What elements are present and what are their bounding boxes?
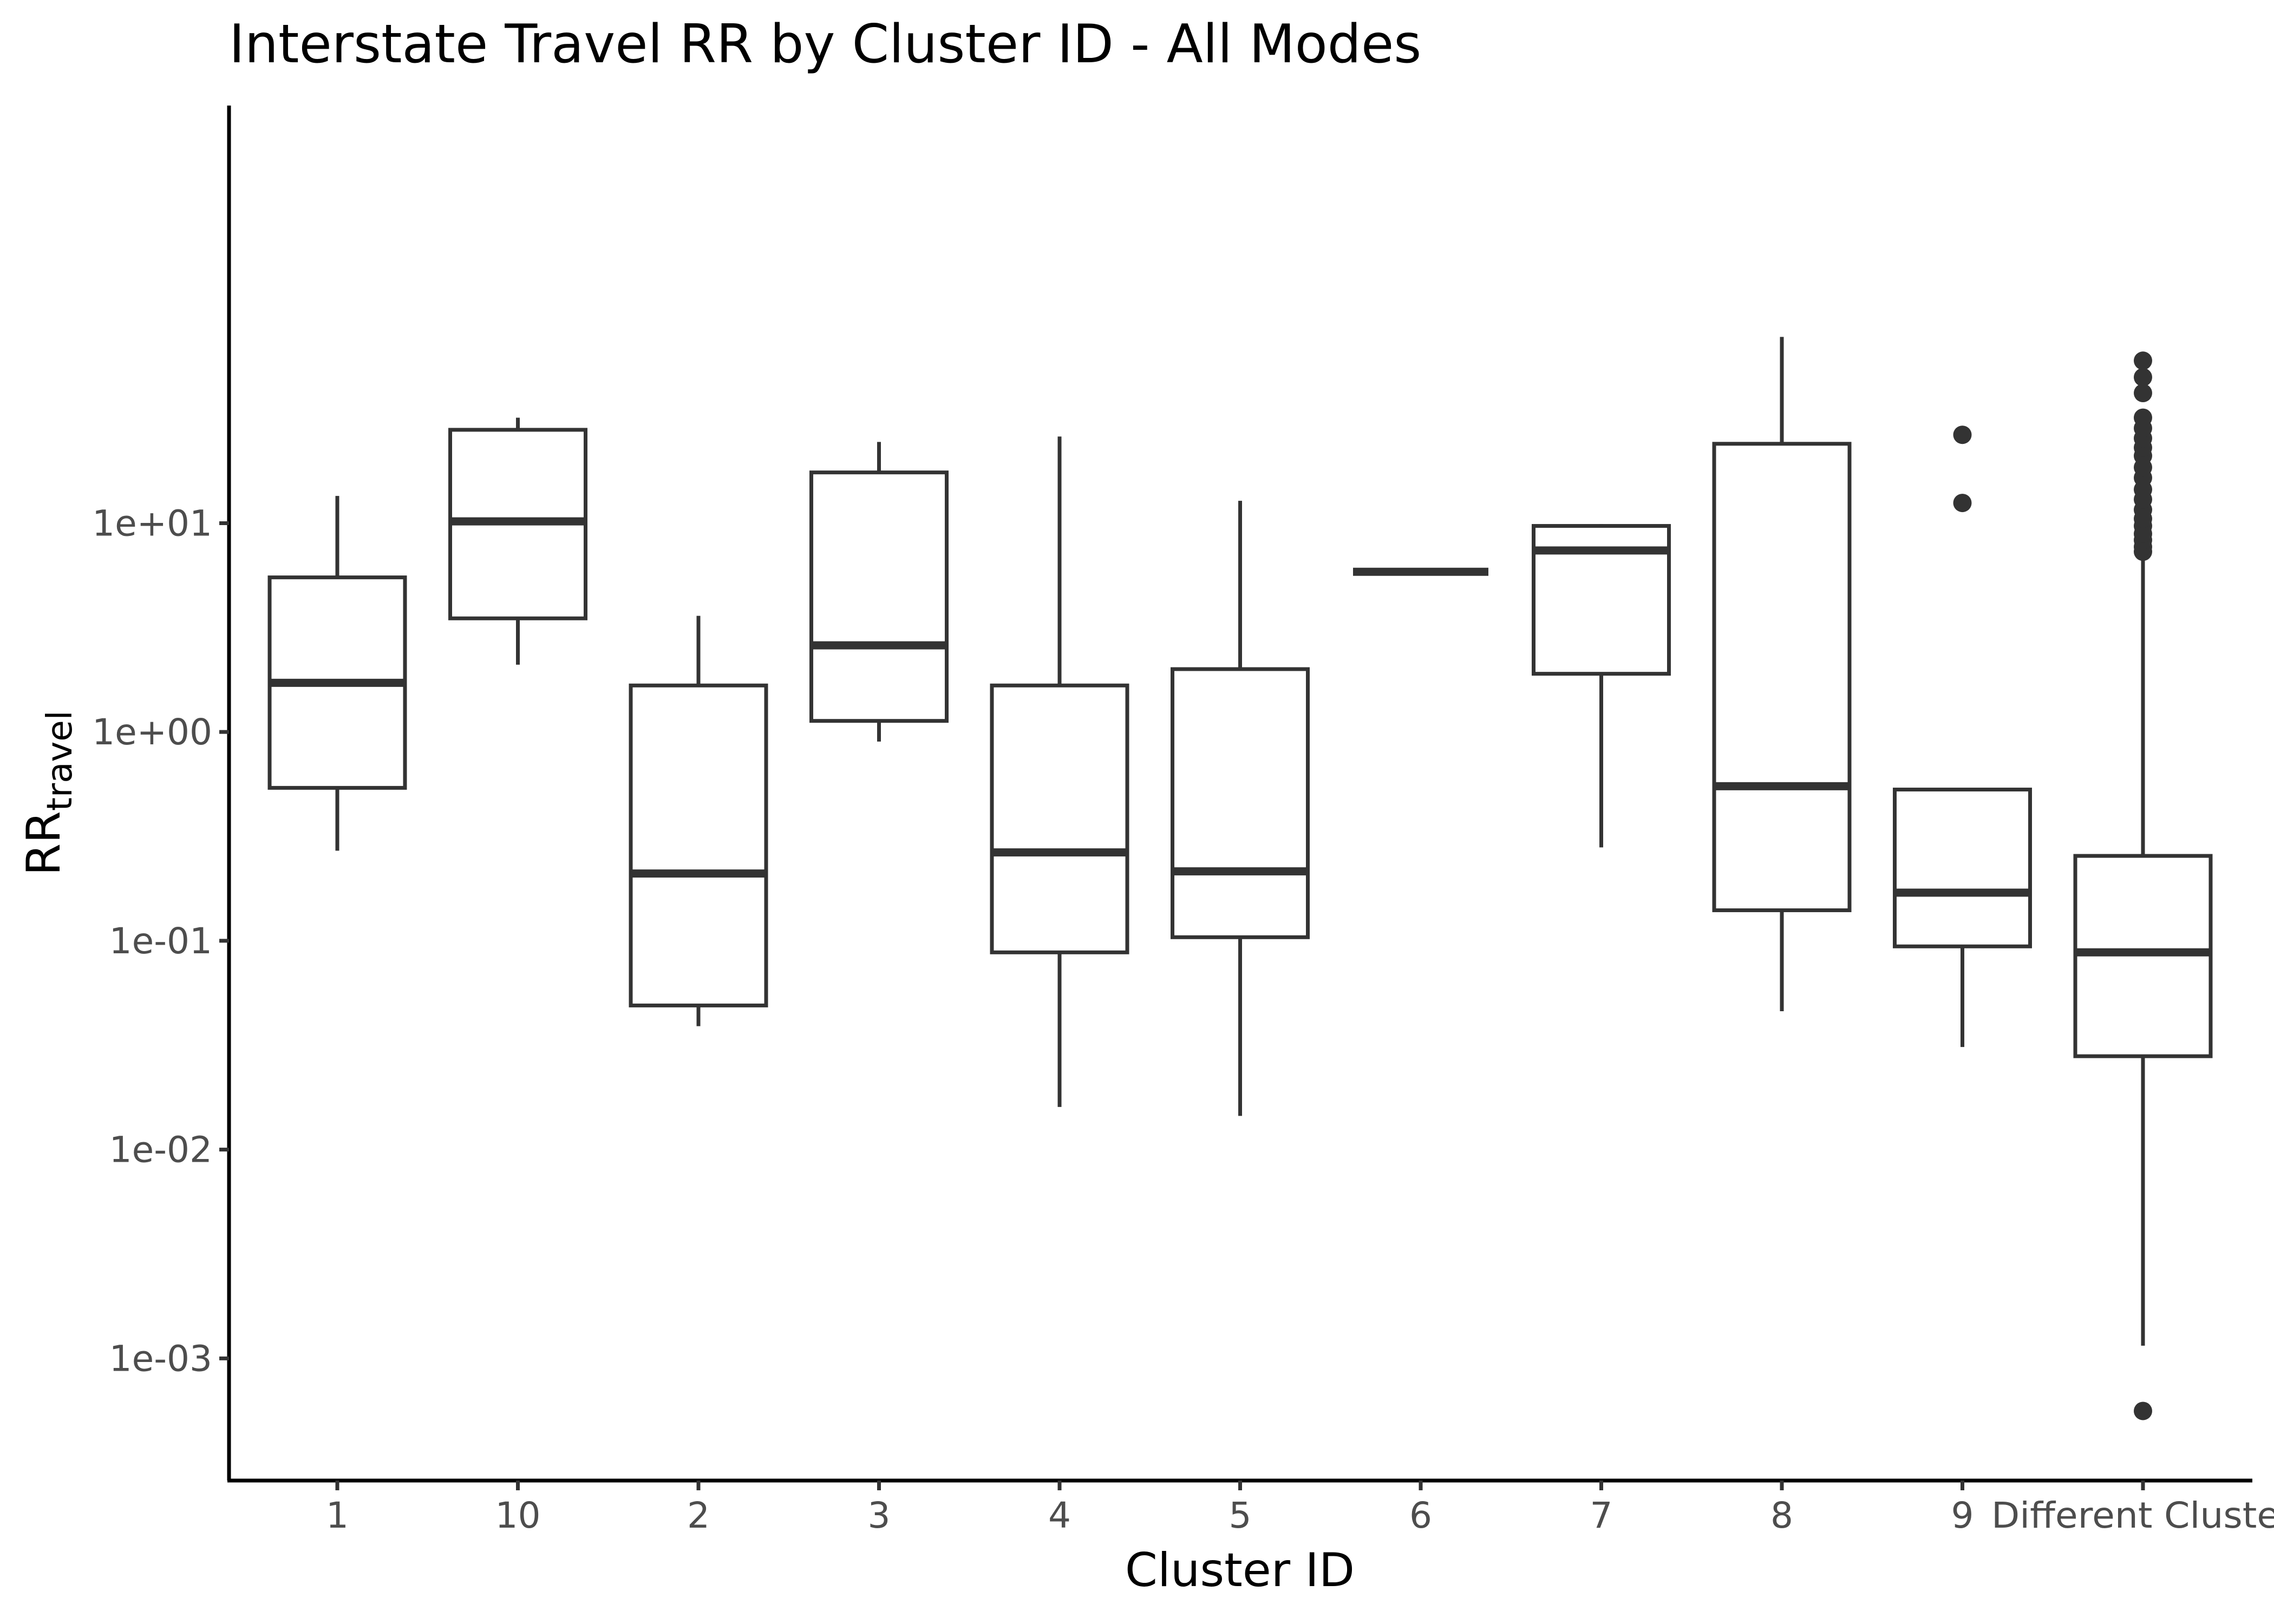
box-group-9 — [1893, 425, 2032, 1047]
y-axis-title-main: RR — [17, 811, 71, 876]
outlier-point — [2134, 368, 2152, 387]
x-tick-label: 5 — [1229, 1495, 1252, 1536]
box-group-5 — [1171, 501, 1310, 1116]
chart-title: Interstate Travel RR by Cluster ID - All… — [229, 14, 1421, 75]
box-iqr — [1893, 788, 2032, 948]
y-axis-title-subscript: travel — [40, 710, 80, 811]
x-tick-label: 6 — [1409, 1495, 1432, 1536]
box-group-3 — [809, 442, 949, 742]
y-tick-label: 1e+00 — [92, 711, 212, 753]
outlier-point — [2134, 1402, 2152, 1420]
outlier-point — [1953, 425, 1972, 444]
box-iqr — [1712, 442, 1852, 913]
box-group-10 — [448, 417, 587, 665]
box-group-4 — [990, 436, 1129, 1107]
box-group-different-cluster — [2073, 351, 2213, 1420]
x-tick-label: 4 — [1048, 1495, 1071, 1536]
y-axis: 1e-03 1e-02 1e-01 1e+00 1e+01 — [92, 502, 229, 1379]
x-axis-title: Cluster ID — [1125, 1543, 1355, 1597]
x-tick-label: 10 — [495, 1495, 541, 1536]
outlier-point — [2134, 408, 2152, 427]
box-group-7 — [1532, 524, 1671, 848]
x-tick-label: Different Cluster — [1991, 1495, 2274, 1536]
box-iqr — [990, 683, 1129, 954]
box-iqr — [809, 470, 949, 723]
box-group-1 — [267, 496, 407, 851]
box-iqr — [629, 683, 768, 1007]
y-tick-label: 1e-02 — [109, 1129, 212, 1171]
box-group-8 — [1712, 337, 1852, 1011]
box-iqr — [1171, 667, 1310, 939]
outlier-point — [2134, 384, 2152, 403]
y-tick-label: 1e-03 — [109, 1338, 212, 1379]
plot-area — [267, 337, 2213, 1420]
y-tick-label: 1e-01 — [109, 920, 212, 962]
x-tick-label: 8 — [1770, 1495, 1793, 1536]
x-tick-label: 2 — [687, 1495, 710, 1536]
x-tick-label: 9 — [1951, 1495, 1974, 1536]
box-group-2 — [629, 615, 768, 1026]
y-tick-label: 1e+01 — [92, 502, 212, 544]
x-tick-label: 7 — [1590, 1495, 1613, 1536]
outlier-point — [1953, 494, 1972, 513]
y-axis-title: RRtravel — [17, 710, 80, 875]
x-tick-label: 3 — [868, 1495, 891, 1536]
x-tick-label: 1 — [326, 1495, 349, 1536]
outlier-point — [2134, 351, 2152, 370]
x-axis: 1 10 2 3 4 5 6 7 8 9 Different Cluster — [326, 1481, 2274, 1536]
